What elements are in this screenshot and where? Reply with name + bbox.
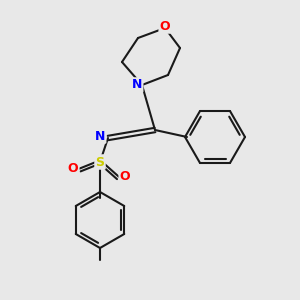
Text: N: N	[95, 130, 105, 142]
Text: O: O	[120, 169, 130, 182]
Text: S: S	[95, 155, 104, 169]
Text: O: O	[68, 161, 78, 175]
Text: O: O	[160, 20, 170, 32]
Text: N: N	[132, 79, 142, 92]
